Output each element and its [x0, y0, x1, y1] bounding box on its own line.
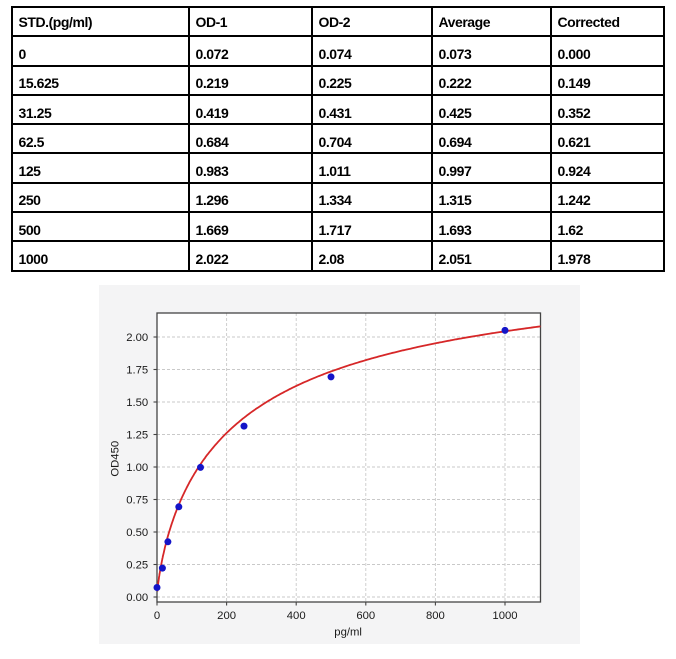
svg-text:600: 600 [356, 610, 375, 622]
svg-text:0.25: 0.25 [126, 560, 148, 572]
svg-text:1.25: 1.25 [126, 430, 148, 442]
svg-text:0.50: 0.50 [126, 527, 148, 539]
svg-text:400: 400 [287, 610, 306, 622]
svg-text:200: 200 [217, 610, 236, 622]
svg-text:pg/ml: pg/ml [334, 627, 362, 639]
svg-text:0.00: 0.00 [126, 592, 148, 604]
svg-text:1.75: 1.75 [126, 365, 148, 377]
svg-text:1000: 1000 [492, 610, 517, 622]
svg-text:1.50: 1.50 [126, 397, 148, 409]
svg-text:1.00: 1.00 [126, 462, 148, 474]
svg-text:2.00: 2.00 [126, 332, 148, 344]
svg-text:0: 0 [154, 610, 160, 622]
svg-text:800: 800 [426, 610, 445, 622]
svg-text:0.75: 0.75 [126, 495, 148, 507]
svg-text:OD450: OD450 [109, 441, 121, 477]
